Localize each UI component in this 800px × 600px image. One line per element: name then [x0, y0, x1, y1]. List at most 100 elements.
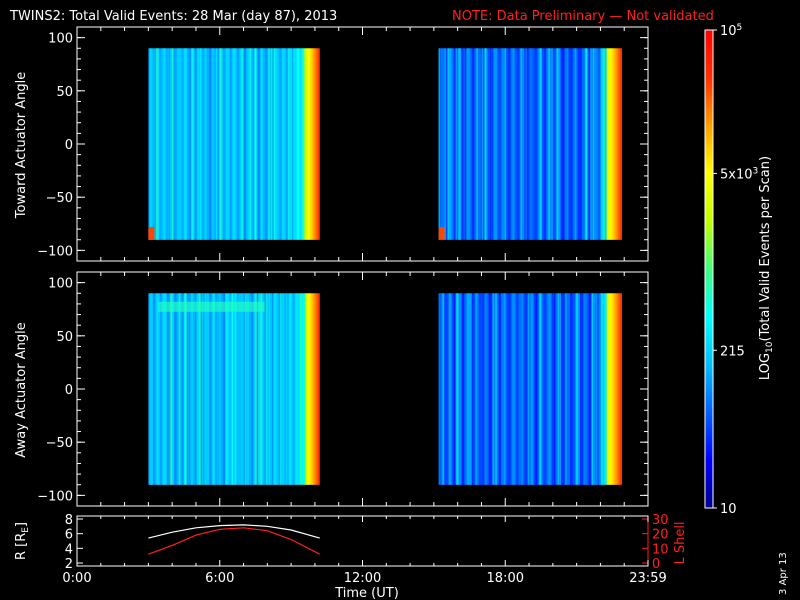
away-heat-column [285, 293, 287, 485]
away-heat-column [301, 293, 303, 485]
toward-heat-column [464, 48, 466, 240]
away-heat-column [480, 293, 482, 485]
away-heat-column [244, 293, 246, 485]
toward-heat-column [463, 48, 465, 240]
away-heat-column [616, 293, 618, 485]
toward-heat-column [602, 48, 604, 240]
toward-heat-column [526, 48, 528, 240]
away-ytick-label: 50 [56, 330, 73, 345]
toward-heat-column [583, 48, 585, 240]
away-heat-column [503, 293, 505, 485]
toward-heat-column [564, 48, 566, 240]
away-heat-column [213, 293, 215, 485]
away-heat-column [260, 293, 262, 485]
away-ytick-label: 100 [48, 277, 73, 292]
toward-heat-column [216, 48, 218, 240]
toward-heat-column [536, 48, 538, 240]
toward-heat-column [513, 48, 515, 240]
toward-heat-column [263, 48, 265, 240]
away-heat-column [448, 293, 450, 485]
away-heat-column [230, 293, 232, 485]
away-heat-column [148, 293, 150, 485]
toward-heat-column [498, 48, 500, 240]
away-heat-column [246, 293, 248, 485]
away-heat-column [164, 293, 166, 485]
away-heat-column [607, 293, 609, 485]
toward-heat-column [234, 48, 236, 240]
away-heat-column [582, 293, 584, 485]
toward-heat-column [172, 48, 174, 240]
toward-heat-column [312, 48, 314, 240]
colorbar-tick-label: 5x103 [720, 166, 758, 182]
toward-ytick-label: −50 [46, 191, 73, 206]
toward-heat-column [313, 48, 315, 240]
orbit-series-line-0 [148, 524, 320, 539]
toward-heat-column [532, 48, 534, 240]
away-heat-column [476, 293, 478, 485]
away-heat-column [225, 293, 227, 485]
away-heat-column [486, 293, 488, 485]
toward-heat-column [314, 48, 316, 240]
toward-heat-column [593, 48, 595, 240]
toward-heat-column [211, 48, 213, 240]
toward-heat-column [480, 48, 482, 240]
toward-heat-column [446, 48, 448, 240]
away-heat-column [282, 293, 284, 485]
away-heat-column [197, 293, 199, 485]
away-heat-column [240, 293, 242, 485]
orbit-ylabel-left: R [RE] [14, 522, 31, 560]
toward-heat-column [266, 48, 268, 240]
away-heat-column [540, 293, 542, 485]
toward-heat-column [189, 48, 191, 240]
toward-heat-column [204, 48, 206, 240]
away-heat-column [255, 293, 257, 485]
toward-heat-column [226, 48, 228, 240]
away-heat-column [601, 293, 603, 485]
toward-heat-column [188, 48, 190, 240]
away-heat-column [297, 293, 299, 485]
away-heat-column [281, 293, 283, 485]
away-heat-column [563, 293, 565, 485]
toward-heat-column [515, 48, 517, 240]
toward-heat-column [228, 48, 230, 240]
toward-heat-column [591, 48, 593, 240]
away-heat-column [558, 293, 560, 485]
toward-heat-column [524, 48, 526, 240]
away-heat-column [311, 293, 313, 485]
toward-heat-column [225, 48, 227, 240]
away-heat-column [162, 293, 164, 485]
away-heat-column [257, 293, 259, 485]
away-heat-column [562, 293, 564, 485]
away-heat-column [242, 293, 244, 485]
away-heat-column [181, 293, 183, 485]
toward-heat-column [289, 48, 291, 240]
toward-heat-column [160, 48, 162, 240]
orbit-right-ytick-label: 20 [652, 528, 669, 543]
toward-heat-column [527, 48, 529, 240]
toward-heat-column [283, 48, 285, 240]
away-heat-column [310, 293, 312, 485]
away-heat-column [481, 293, 483, 485]
away-heat-column [488, 293, 490, 485]
toward-heat-column [212, 48, 214, 240]
toward-heat-column [256, 48, 258, 240]
away-heat-column [618, 293, 620, 485]
toward-heat-column [509, 48, 511, 240]
toward-heat-column [478, 48, 480, 240]
away-heat-column [188, 293, 190, 485]
toward-heat-column [571, 48, 573, 240]
toward-heat-column [460, 48, 462, 240]
away-heat-column [202, 293, 204, 485]
away-heat-column [515, 293, 517, 485]
away-heat-column [579, 293, 581, 485]
toward-heat-column [554, 48, 556, 240]
toward-heat-column [203, 48, 205, 240]
away-heatmap-panel: 100 50 0 −50 −100 [37, 271, 649, 507]
toward-heat-column [595, 48, 597, 240]
toward-ytick-label: 50 [56, 85, 73, 100]
away-heat-column [489, 293, 491, 485]
toward-heat-column [151, 48, 153, 240]
toward-heat-column [162, 48, 164, 240]
away-heat-column [271, 293, 273, 485]
orbit-right-ytick-label: 0 [652, 557, 660, 572]
